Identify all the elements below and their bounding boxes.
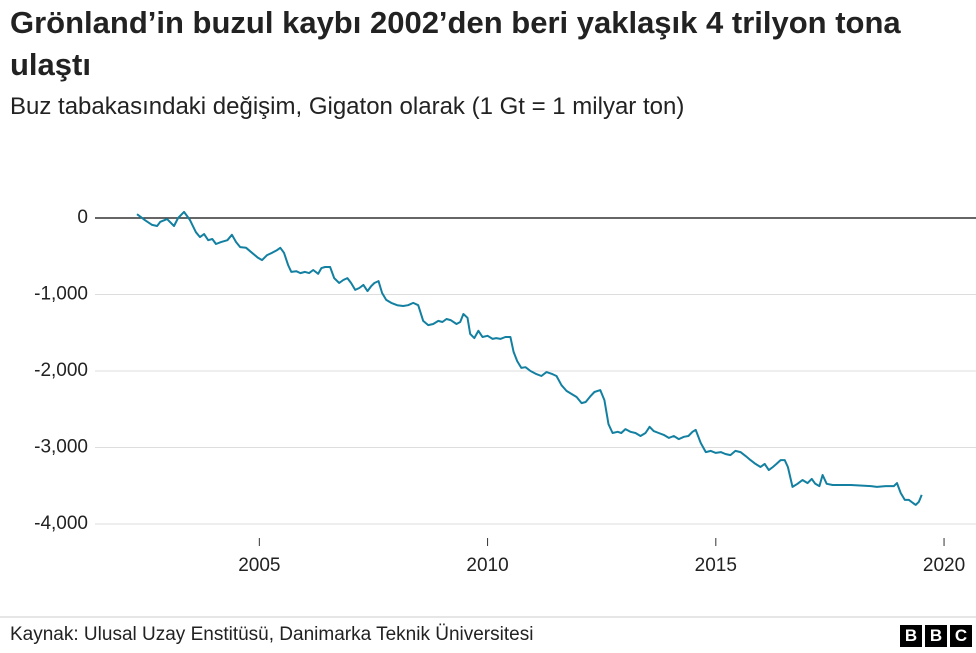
data-line [136, 210, 923, 506]
y-tick-label: -2,000 [34, 360, 88, 381]
y-tick-label: 0 [77, 207, 88, 228]
y-tick-label: -4,000 [34, 513, 88, 534]
x-tick-label: 2015 [695, 555, 737, 576]
x-tick-label: 2020 [923, 555, 965, 576]
y-tick-label: -1,000 [34, 284, 88, 305]
chart-subtitle: Buz tabakasındaki değişim, Gigaton olara… [10, 93, 685, 120]
x-tick-label: 2010 [466, 555, 508, 576]
chart-title: Grönland’in buzul kaybı 2002’den beri ya… [10, 5, 901, 82]
y-tick-label: -3,000 [34, 437, 88, 458]
x-tick-label: 2005 [238, 555, 280, 576]
source: Kaynak: Ulusal Uzay Enstitüsü, Danimarka… [10, 624, 534, 645]
logo: B B C [900, 625, 972, 647]
logo-letter: B [925, 625, 947, 647]
logo-letter: C [950, 625, 972, 647]
logo-letter: B [900, 625, 922, 647]
